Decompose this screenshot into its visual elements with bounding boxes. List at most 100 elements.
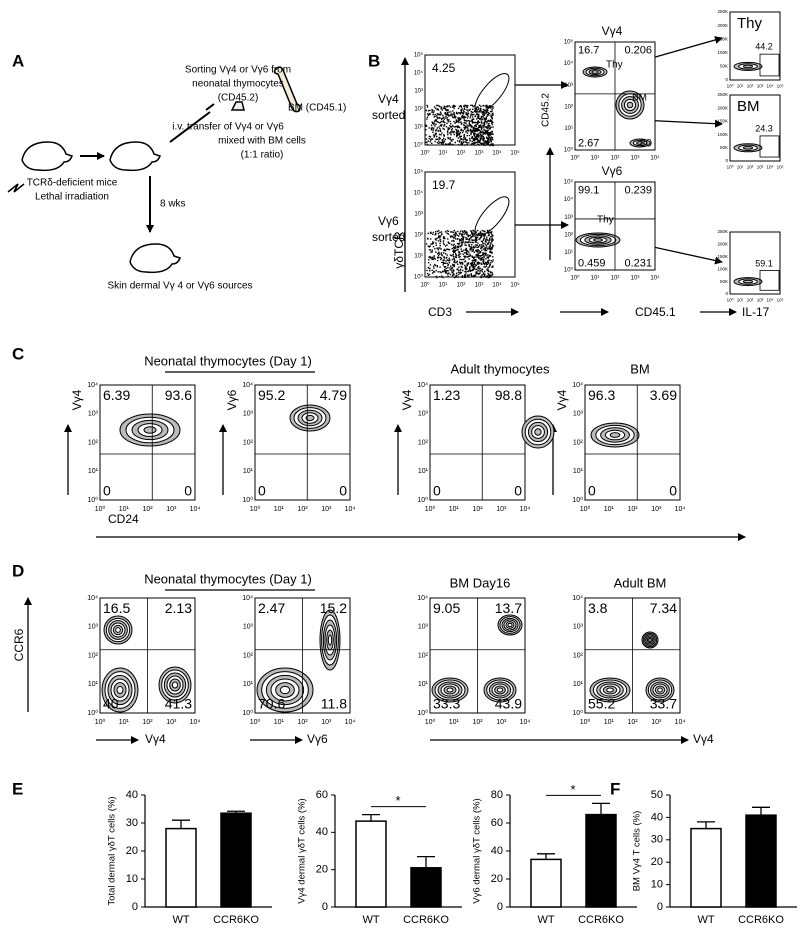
- x-tick-label: 10⁴: [190, 719, 201, 726]
- y-tick-label: 10⁰: [87, 709, 98, 717]
- x-tick-label: 10²: [142, 506, 153, 513]
- x-tick-label: 10⁰: [425, 505, 436, 513]
- y-tick-label: 10²: [418, 439, 429, 446]
- y-tick-label: 10²: [573, 439, 584, 446]
- y-tick-label: 10²: [88, 439, 99, 446]
- quadrant-value: 4.79: [320, 387, 347, 403]
- y-tick-label: 100K: [717, 266, 728, 271]
- x-tick-label: 10¹: [737, 165, 744, 170]
- y-tick-label: 10⁴: [414, 70, 424, 77]
- x-tick-label: 10²: [297, 719, 308, 726]
- x-tick-label: 10¹: [274, 506, 285, 513]
- y-tick-label: 250K: [717, 229, 728, 234]
- y-tick-label: 10²: [243, 439, 254, 446]
- y-tick-label: 150K: [717, 119, 728, 124]
- x-tick-label: 10⁴: [650, 275, 660, 282]
- y-tick-label: 10³: [414, 89, 423, 95]
- y-tick-label: 0: [725, 158, 728, 163]
- y-tick-label: 50K: [720, 64, 728, 69]
- quadrant-value: 11.8: [321, 695, 347, 711]
- bar: [530, 858, 562, 908]
- x-tick-label: 10²: [297, 506, 308, 513]
- contour: [626, 101, 634, 109]
- y-tick-label: 10⁴: [572, 595, 583, 602]
- gate-label: Thy: [606, 60, 623, 71]
- sorting-text: neonatal thymocytes: [192, 79, 284, 90]
- y-tick-label: 0: [132, 901, 138, 913]
- y-tick-label: 0: [322, 901, 328, 913]
- contour: [609, 432, 621, 438]
- contour: [507, 622, 513, 628]
- panel-label: F: [610, 779, 620, 798]
- y-tick-label: 50: [651, 789, 663, 801]
- panel-label: B: [368, 51, 380, 70]
- x-tick-label: WT: [537, 914, 554, 926]
- quadrant-value: 95.2: [258, 387, 285, 403]
- x-tick-label: 10⁰: [727, 298, 734, 303]
- contour: [305, 414, 315, 422]
- axis-label: CD45.2: [541, 93, 552, 127]
- x-tick-label: 10⁵: [510, 150, 520, 157]
- y-tick-label: 10³: [564, 83, 573, 89]
- x-tick-label: 10³: [757, 165, 764, 170]
- x-tick-label: 10¹: [591, 276, 600, 282]
- y-tick-label: 10²: [418, 652, 429, 659]
- quadrant-value: 40: [103, 695, 119, 711]
- x-tick-label: 10⁰: [250, 718, 261, 726]
- quadrant-value: 16.5: [103, 600, 130, 616]
- y-tick-label: 20: [316, 864, 328, 876]
- axis-label: CD45.1: [635, 305, 676, 319]
- x-tick-label: WT: [697, 914, 714, 926]
- bar: [220, 812, 252, 908]
- y-tick-label: 10⁰: [572, 496, 583, 504]
- quadrant-value: 16.7: [578, 45, 599, 57]
- gate-value: 59.1: [755, 259, 773, 269]
- y-tick-label: 10⁵: [564, 39, 574, 46]
- y-axis-label: Vγ6 dermal γδT cells (%): [472, 798, 483, 903]
- x-tick-label: 10¹: [737, 84, 744, 89]
- y-tick-label: 10³: [573, 411, 584, 418]
- quadrant-value: 0: [258, 482, 266, 498]
- bar: [585, 813, 617, 908]
- x-tick-label: 10¹: [274, 719, 285, 726]
- quadrant-value: 0.239: [624, 185, 652, 197]
- bar: [690, 827, 722, 908]
- contour: [648, 638, 652, 642]
- y-tick-label: 10³: [243, 411, 254, 418]
- axis-label: Vγ4: [693, 732, 714, 746]
- x-tick-label: 10³: [321, 719, 332, 726]
- contour: [143, 426, 157, 434]
- x-tick-label: CCR6KO: [578, 914, 624, 926]
- x-tick-label: 10⁰: [250, 505, 261, 513]
- x-tick-label: 10⁴: [190, 506, 201, 513]
- x-tick-label: CCR6KO: [403, 914, 449, 926]
- quadrant-value: 1.23: [433, 387, 460, 403]
- x-tick-label: 10²: [472, 719, 483, 726]
- x-tick-label: 10³: [757, 298, 764, 303]
- y-tick-label: 10²: [564, 104, 573, 110]
- y-tick-label: 20: [651, 856, 663, 868]
- contour: [446, 687, 454, 693]
- x-tick-label: 10²: [457, 283, 466, 289]
- y-tick-label: 200K: [717, 242, 728, 247]
- y-tick-label: 250K: [717, 9, 728, 14]
- quadrant-value: 0: [514, 482, 522, 498]
- gate: [759, 270, 780, 291]
- significance: *: [570, 782, 575, 797]
- x-tick-label: 10¹: [439, 283, 448, 289]
- gate-label: Thy: [597, 215, 614, 226]
- y-tick-label: 10⁰: [414, 142, 424, 149]
- y-tick-label: 10²: [88, 652, 99, 659]
- y-tick-label: 10²: [564, 232, 573, 238]
- contour: [327, 634, 333, 646]
- quadrant-value: 0: [669, 482, 677, 498]
- contour: [636, 141, 644, 145]
- axis-label: γδTCR: [392, 231, 406, 269]
- quadrant-value: 98.8: [495, 387, 522, 403]
- axis-label: Vγ4: [555, 389, 569, 410]
- y-tick-label: 50K: [720, 279, 728, 284]
- y-tick-label: 40: [126, 789, 138, 801]
- x-tick-label: WT: [362, 914, 379, 926]
- y-tick-label: 30: [126, 817, 138, 829]
